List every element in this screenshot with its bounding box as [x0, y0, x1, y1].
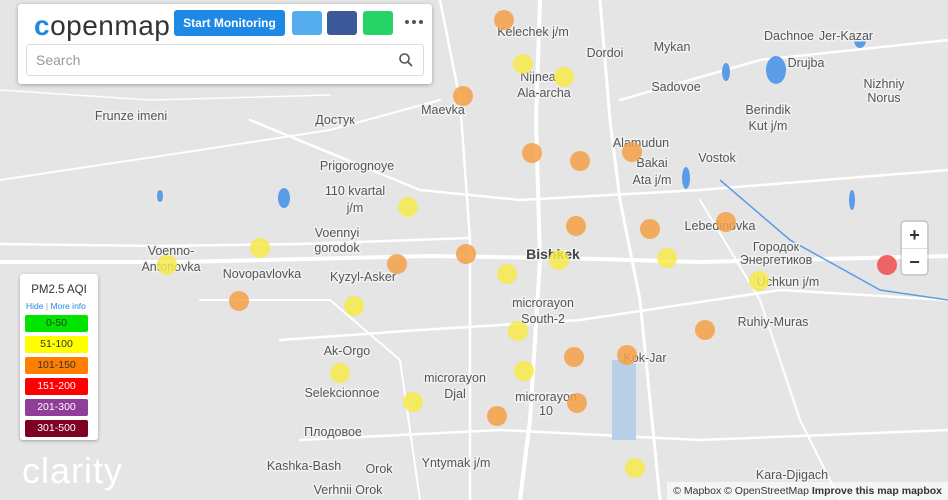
place-label: Nijnea	[520, 70, 555, 84]
search-icon	[399, 53, 413, 67]
place-label: 110 kvartal	[325, 184, 385, 198]
place-label: microrayon	[424, 371, 486, 385]
attribution-text[interactable]: © Mapbox © OpenStreetMap	[673, 485, 809, 497]
place-label: Uchkun j/m	[757, 275, 820, 289]
place-label: Ruhiy-Muras	[738, 315, 809, 329]
mapbox-logo[interactable]: mapbox	[901, 485, 942, 497]
legend-level: 51-100	[25, 336, 88, 353]
place-label: Энергетиков	[740, 253, 813, 267]
logo-text: openmap	[50, 10, 171, 41]
place-label: j/m	[346, 201, 364, 215]
aqi-legend: PM2.5 AQI Hide | More info 0-50 51-100 101…	[20, 274, 98, 440]
water	[157, 32, 866, 440]
more-menu[interactable]	[404, 14, 424, 30]
legend-level: 301-500	[25, 420, 88, 437]
canal	[719, 179, 948, 301]
place-label: Nizhniy	[864, 77, 906, 91]
place-label: Berindik	[745, 103, 791, 117]
start-monitoring-button[interactable]: Start Monitoring	[174, 10, 285, 36]
place-label: microrayon	[512, 296, 574, 310]
place-label: Voennyi	[315, 226, 359, 240]
place-label: Voenno-	[148, 244, 195, 258]
place-label: Djal	[444, 387, 466, 401]
place-label: Kara-Djigach	[756, 468, 828, 482]
place-label: Плодовое	[304, 425, 362, 439]
place-label: Dordoi	[587, 46, 624, 60]
legend-level: 201-300	[25, 399, 88, 416]
place-label: Ata j/m	[633, 173, 672, 187]
place-label: Prigorognoye	[320, 159, 394, 173]
header-panel: copenmap Start Monitoring Search	[18, 4, 432, 84]
legend-title: PM2.5 AQI	[31, 284, 87, 296]
place-label: South-2	[521, 312, 565, 326]
zoom-out[interactable]: −	[909, 252, 920, 272]
place-label: Dachnoe	[764, 29, 814, 43]
place-label: 10	[539, 404, 553, 418]
place-label: Novopavlovka	[223, 267, 302, 281]
place-label: Ak-Orgo	[324, 344, 371, 358]
improve-map-link[interactable]: Improve this map	[811, 485, 899, 497]
place-label: Jer-Kazar	[819, 29, 873, 43]
zoom-in[interactable]: +	[902, 222, 927, 249]
place-label: Kut j/m	[749, 119, 788, 133]
place-label: Kyzyl-Asker	[330, 270, 396, 284]
place-label: Городок	[753, 240, 800, 254]
attribution: © Mapbox © OpenStreetMap Improve this ma…	[667, 482, 948, 500]
twitter-button[interactable]	[292, 11, 322, 35]
place-label: Norus	[867, 91, 900, 105]
sensor-markers	[157, 10, 897, 478]
legend-level: 151-200	[25, 378, 88, 395]
place-label: Frunze imeni	[95, 109, 167, 123]
place-label: Maevka	[421, 103, 465, 117]
place-label: Drujba	[788, 56, 825, 70]
logo: copenmap	[34, 10, 171, 41]
place-label: Kashka-Bash	[267, 459, 341, 473]
zoom-control: + −	[902, 222, 927, 274]
search-placeholder: Search	[36, 52, 81, 68]
clarity-logo: clarity	[22, 450, 124, 491]
place-label: Vostok	[698, 151, 736, 165]
legend-level: 101-150	[25, 357, 88, 374]
place-label: Kelechek j/m	[497, 25, 569, 39]
place-label: Mykan	[654, 40, 691, 54]
place-label: gorodok	[314, 241, 360, 255]
place-label: Orok	[365, 462, 393, 476]
legend-level: 0-50	[25, 315, 88, 332]
place-label: Yntymak j/m	[422, 456, 491, 470]
search-box[interactable]: Search	[26, 44, 424, 76]
place-label: Достук	[315, 113, 355, 127]
facebook-button[interactable]	[327, 11, 357, 35]
place-label: Verhnii Orok	[314, 483, 384, 497]
place-label: Bakai	[636, 156, 667, 170]
place-label: Sadovoe	[651, 80, 700, 94]
hide-link[interactable]: Hide	[26, 301, 44, 311]
place-label: microrayon	[515, 390, 577, 404]
place-label: Selekcionnoe	[304, 386, 379, 400]
place-label: Ala-archa	[517, 86, 571, 100]
place-labels: Kelechek j/m Dordoi Mykan Dachnoe Jer-Kazar D…	[93, 24, 906, 499]
whatsapp-button[interactable]	[363, 11, 393, 35]
more-info-link[interactable]: More info	[50, 301, 86, 311]
